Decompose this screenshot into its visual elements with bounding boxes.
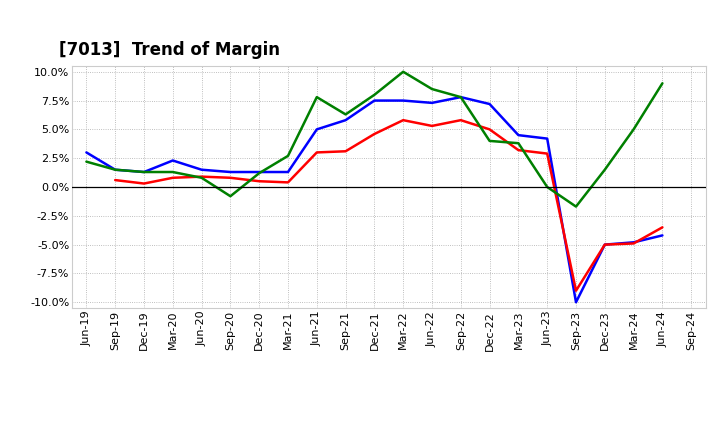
Operating Cashflow bbox=[658, 81, 667, 86]
Operating Cashflow bbox=[226, 194, 235, 199]
Net Income bbox=[140, 181, 148, 186]
Operating Cashflow bbox=[370, 92, 379, 97]
Ordinary Income bbox=[543, 136, 552, 141]
Operating Cashflow bbox=[600, 167, 609, 172]
Ordinary Income bbox=[197, 167, 206, 172]
Ordinary Income bbox=[485, 101, 494, 106]
Net Income bbox=[312, 150, 321, 155]
Ordinary Income bbox=[399, 98, 408, 103]
Net Income bbox=[111, 177, 120, 183]
Net Income bbox=[485, 127, 494, 132]
Operating Cashflow bbox=[284, 153, 292, 158]
Net Income bbox=[572, 288, 580, 293]
Ordinary Income bbox=[312, 127, 321, 132]
Ordinary Income bbox=[456, 95, 465, 100]
Ordinary Income bbox=[629, 240, 638, 245]
Net Income bbox=[341, 149, 350, 154]
Operating Cashflow bbox=[341, 112, 350, 117]
Net Income bbox=[600, 242, 609, 247]
Operating Cashflow bbox=[572, 204, 580, 209]
Ordinary Income bbox=[572, 300, 580, 305]
Net Income bbox=[284, 180, 292, 185]
Operating Cashflow bbox=[82, 159, 91, 164]
Operating Cashflow bbox=[456, 95, 465, 100]
Ordinary Income bbox=[370, 98, 379, 103]
Ordinary Income bbox=[255, 169, 264, 175]
Net Income bbox=[168, 175, 177, 180]
Line: Operating Cashflow: Operating Cashflow bbox=[86, 72, 662, 207]
Operating Cashflow bbox=[312, 95, 321, 100]
Operating Cashflow bbox=[140, 169, 148, 175]
Operating Cashflow bbox=[428, 86, 436, 92]
Net Income bbox=[197, 174, 206, 179]
Operating Cashflow bbox=[514, 140, 523, 146]
Ordinary Income bbox=[514, 132, 523, 138]
Operating Cashflow bbox=[543, 184, 552, 190]
Net Income bbox=[456, 117, 465, 123]
Ordinary Income bbox=[341, 117, 350, 123]
Operating Cashflow bbox=[111, 167, 120, 172]
Operating Cashflow bbox=[399, 69, 408, 74]
Ordinary Income bbox=[658, 233, 667, 238]
Ordinary Income bbox=[284, 169, 292, 175]
Ordinary Income bbox=[111, 167, 120, 172]
Ordinary Income bbox=[168, 158, 177, 163]
Net Income bbox=[428, 123, 436, 128]
Net Income bbox=[370, 132, 379, 137]
Line: Net Income: Net Income bbox=[115, 120, 662, 291]
Ordinary Income bbox=[226, 169, 235, 175]
Ordinary Income bbox=[82, 150, 91, 155]
Line: Ordinary Income: Ordinary Income bbox=[86, 97, 662, 302]
Operating Cashflow bbox=[629, 127, 638, 132]
Operating Cashflow bbox=[197, 175, 206, 180]
Ordinary Income bbox=[600, 242, 609, 247]
Text: [7013]  Trend of Margin: [7013] Trend of Margin bbox=[59, 41, 280, 59]
Net Income bbox=[399, 117, 408, 123]
Net Income bbox=[543, 151, 552, 156]
Net Income bbox=[226, 175, 235, 180]
Net Income bbox=[658, 225, 667, 230]
Operating Cashflow bbox=[485, 138, 494, 143]
Ordinary Income bbox=[140, 169, 148, 175]
Net Income bbox=[255, 179, 264, 184]
Net Income bbox=[514, 147, 523, 153]
Net Income bbox=[629, 241, 638, 246]
Operating Cashflow bbox=[255, 171, 264, 176]
Ordinary Income bbox=[428, 100, 436, 106]
Operating Cashflow bbox=[168, 169, 177, 175]
